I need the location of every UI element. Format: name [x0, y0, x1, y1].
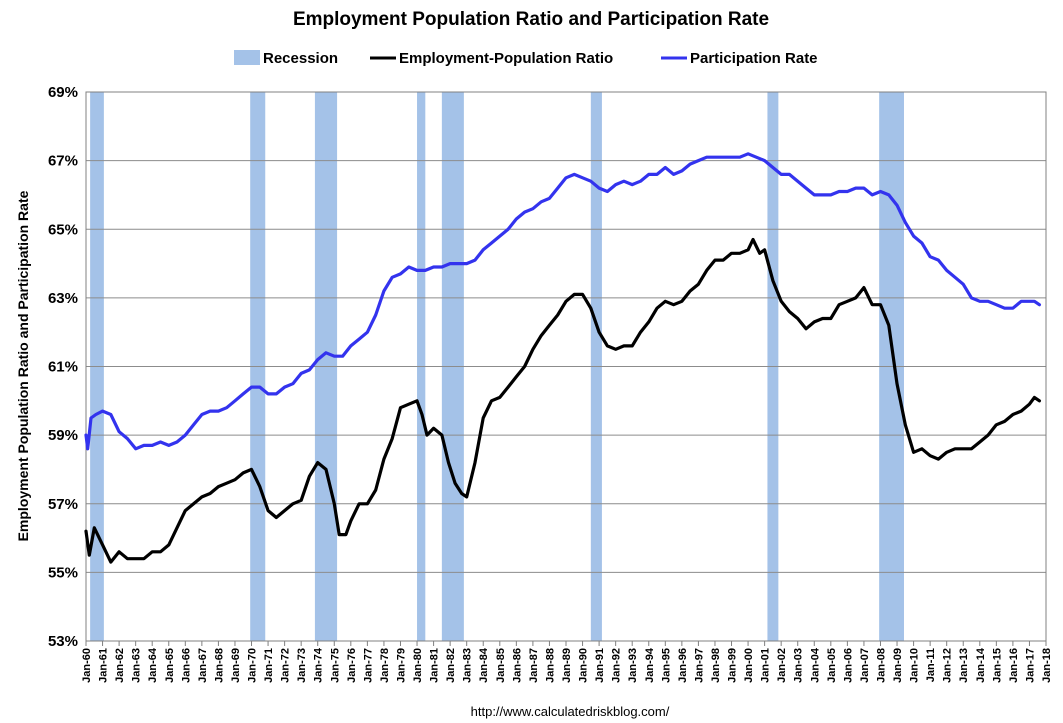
x-tick-label: Jan-03	[793, 648, 805, 683]
x-tick-label: Jan-94	[644, 647, 656, 683]
grid	[86, 160, 1046, 573]
x-tick-label: Jan-80	[412, 648, 424, 683]
legend: Recession Employment-Population Ratio Pa…	[234, 50, 818, 67]
x-tick-label: Jan-61	[98, 648, 110, 683]
x-tick-label: Jan-04	[809, 647, 821, 683]
x-tick-label: Jan-91	[594, 648, 606, 683]
x-tick-label: Jan-01	[760, 648, 772, 683]
x-tick-label: Jan-84	[478, 647, 490, 683]
legend-swatch-recession	[234, 50, 260, 65]
x-tick-label: Jan-99	[727, 648, 739, 683]
x-tick-label: Jan-78	[379, 648, 391, 683]
series-line-employment-population-ratio	[84, 237, 1041, 564]
y-tick-label: 59%	[48, 427, 78, 444]
x-tick-label: Jan-73	[296, 648, 308, 683]
x-tick-label: Jan-12	[942, 648, 954, 683]
x-tick-label: Jan-09	[892, 648, 904, 683]
x-tick-label: Jan-05	[826, 648, 838, 683]
x-tick-label: Jan-70	[247, 648, 259, 683]
legend-label-employment-population-ratio: Employment-Population Ratio	[399, 50, 613, 67]
y-tick-label: 53%	[48, 633, 78, 650]
legend-label-recession: Recession	[263, 50, 338, 67]
x-tick-label: Jan-08	[875, 648, 887, 683]
x-tick-label: Jan-90	[578, 648, 590, 683]
x-tick-label: Jan-06	[842, 648, 854, 683]
series-lines	[84, 152, 1041, 564]
x-tick-label: Jan-83	[462, 648, 474, 683]
y-axis-ticks: 53% 55% 57% 59% 61% 63% 65% 67% 69%	[48, 84, 78, 650]
x-tick-label: Jan-63	[131, 648, 143, 683]
x-tick-label: Jan-67	[197, 648, 209, 683]
x-tick-label: Jan-81	[429, 648, 441, 683]
x-tick-label: Jan-72	[280, 648, 292, 683]
x-tick-label: Jan-76	[346, 648, 358, 683]
x-tick-label: Jan-15	[991, 648, 1003, 683]
source-url[interactable]: http://www.calculatedriskblog.com/	[471, 704, 670, 719]
x-tick-label: Jan-02	[776, 648, 788, 683]
y-axis-label: Employment Population Ratio and Particip…	[15, 190, 31, 541]
x-tick-label: Jan-07	[859, 648, 871, 683]
y-tick-label: 67%	[48, 153, 78, 170]
series-line-participation-rate	[84, 152, 1041, 451]
x-tick-label: Jan-87	[528, 648, 540, 683]
x-tick-label: Jan-92	[611, 648, 623, 683]
x-tick-label: Jan-86	[511, 648, 523, 683]
y-tick-label: 61%	[48, 359, 78, 376]
x-tick-label: Jan-13	[958, 648, 970, 683]
x-axis-ticks: Jan-60 Jan-61 Jan-62 Jan-63 Jan-64 Jan-65 Jan-…	[81, 641, 1053, 683]
x-tick-label: Jan-65	[164, 648, 176, 683]
x-tick-label: Jan-11	[925, 648, 937, 682]
x-tick-label: Jan-93	[627, 648, 639, 683]
x-tick-label: Jan-96	[677, 648, 689, 683]
x-tick-label: Jan-14	[975, 647, 987, 683]
x-tick-label: Jan-18	[1041, 648, 1053, 683]
x-tick-label: Jan-77	[362, 648, 374, 683]
x-tick-label: Jan-00	[743, 648, 755, 683]
y-tick-label: 57%	[48, 496, 78, 513]
x-tick-label: Jan-98	[710, 648, 722, 683]
chart-title: Employment Population Ratio and Particip…	[293, 9, 769, 30]
x-tick-label: Jan-88	[544, 648, 556, 683]
x-tick-label: Jan-95	[660, 648, 672, 683]
y-tick-label: 65%	[48, 221, 78, 238]
x-tick-label: Jan-66	[180, 648, 192, 683]
y-tick-label: 63%	[48, 290, 78, 307]
x-tick-label: Jan-89	[561, 648, 573, 683]
x-tick-label: Jan-16	[1008, 648, 1020, 683]
x-tick-label: Jan-17	[1024, 648, 1036, 683]
x-tick-label: Jan-68	[213, 648, 225, 683]
x-tick-label: Jan-74	[313, 647, 325, 683]
x-tick-label: Jan-97	[693, 648, 705, 683]
x-tick-label: Jan-71	[263, 648, 275, 683]
y-tick-label: 55%	[48, 564, 78, 581]
x-tick-label: Jan-75	[329, 648, 341, 683]
x-tick-label: Jan-69	[230, 648, 242, 683]
x-tick-label: Jan-79	[395, 648, 407, 683]
y-tick-label: 69%	[48, 84, 78, 101]
x-tick-label: Jan-64	[147, 647, 159, 683]
x-tick-label: Jan-10	[909, 648, 921, 683]
x-tick-label: Jan-60	[81, 648, 93, 683]
x-tick-label: Jan-85	[495, 648, 507, 683]
legend-label-participation-rate: Participation Rate	[690, 50, 818, 67]
x-tick-label: Jan-62	[114, 648, 126, 683]
x-tick-label: Jan-82	[445, 648, 457, 683]
